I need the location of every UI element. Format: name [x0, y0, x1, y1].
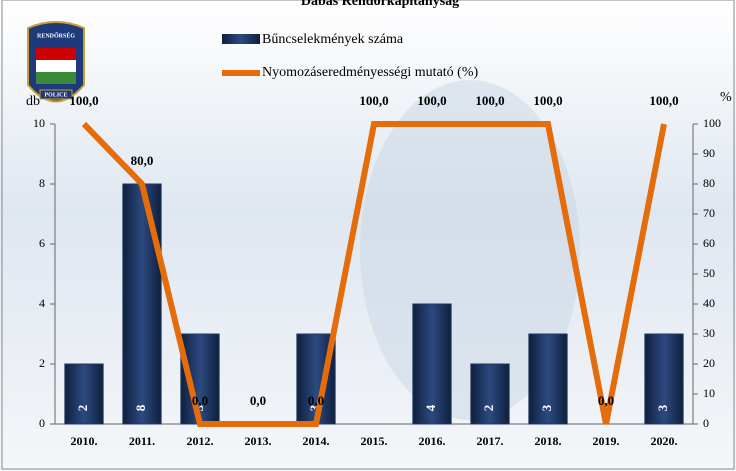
bar-label: 8 — [133, 404, 148, 411]
stripe — [36, 72, 76, 84]
y2-tick-label: 30 — [703, 326, 715, 340]
stripe — [36, 48, 76, 60]
y2-tick-label: 10 — [703, 386, 715, 400]
line-label: 100,0 — [417, 93, 446, 108]
y2-tick-label: 60 — [703, 236, 715, 250]
y-tick-label: 0 — [39, 416, 45, 430]
line-label: 100,0 — [649, 93, 678, 108]
y2-tick-label: 100 — [703, 116, 721, 130]
line-label: 0,0 — [308, 393, 324, 408]
line-label: 100,0 — [359, 93, 388, 108]
line-label: 100,0 — [69, 93, 98, 108]
chart-title: Dabas Rendőrkapitányság — [301, 0, 459, 9]
line — [81, 121, 667, 427]
bar-label: 4 — [423, 404, 438, 411]
bar — [64, 363, 104, 425]
y-tick-label: 2 — [39, 356, 45, 370]
x-tick-label: 2015. — [361, 434, 388, 448]
stripe — [36, 60, 76, 72]
bar — [470, 363, 510, 425]
bar — [528, 333, 568, 425]
y2-tick-label: 0 — [703, 416, 709, 430]
y2-tick-label: 80 — [703, 176, 715, 190]
x-tick-label: 2011. — [129, 434, 155, 448]
legend-swatch — [222, 34, 260, 44]
legend-label: Bűncselekmények száma — [262, 32, 404, 47]
bar-label: 3 — [307, 404, 322, 411]
x-tick-label: 2013. — [245, 434, 272, 448]
logo-text: RENDŐRSÉG — [37, 31, 75, 39]
bar-label: 3 — [655, 404, 670, 411]
line-label: 80,0 — [131, 153, 154, 168]
line-label: 100,0 — [533, 93, 562, 108]
legend-label: Nyomozáseredményességi mutató (%) — [262, 65, 478, 80]
y-tick-label: 6 — [39, 236, 45, 250]
y2-tick-label: 40 — [703, 296, 715, 310]
line-label: 100,0 — [475, 93, 504, 108]
y2-axis-label: % — [720, 90, 732, 105]
logo: RENDŐRSÉG POLICE — [27, 21, 85, 103]
y2-tick-label: 70 — [703, 206, 715, 220]
line-label: 0,0 — [598, 393, 614, 408]
x-tick-label: 2017. — [477, 434, 504, 448]
x-tick-label: 2019. — [593, 434, 620, 448]
x-tick-label: 2010. — [71, 434, 98, 448]
bar-label: 3 — [539, 404, 554, 411]
y2-tick-label: 90 — [703, 146, 715, 160]
bar-label: 2 — [75, 405, 90, 412]
y2-tick-label: 50 — [703, 266, 715, 280]
x-tick-label: 2012. — [187, 434, 214, 448]
y-axis-label: db — [26, 94, 40, 109]
banner — [39, 89, 73, 100]
bar — [644, 333, 684, 425]
y2-tick-label: 20 — [703, 356, 715, 370]
bar-label: 2 — [481, 405, 496, 412]
line-label: 0,0 — [192, 393, 208, 408]
line-label: 0,0 — [250, 393, 266, 408]
x-tick-label: 2018. — [535, 434, 562, 448]
x-tick-label: 2016. — [419, 434, 446, 448]
bar — [122, 183, 162, 425]
logo-text: POLICE — [44, 92, 67, 98]
y-tick-label: 10 — [33, 116, 45, 130]
y-tick-label: 4 — [39, 296, 45, 310]
x-tick-label: 2014. — [303, 434, 330, 448]
y-tick-label: 8 — [39, 176, 45, 190]
x-tick-label: 2020. — [651, 434, 678, 448]
bar — [412, 303, 452, 425]
